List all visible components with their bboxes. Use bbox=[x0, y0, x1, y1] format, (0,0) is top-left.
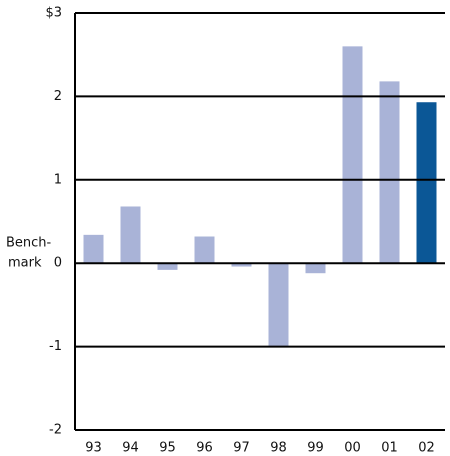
y-tick-label: -2 bbox=[49, 423, 62, 438]
x-tick-label: 94 bbox=[122, 441, 139, 456]
bar bbox=[268, 263, 289, 347]
x-tick-label: 98 bbox=[270, 441, 287, 456]
x-tick-label: 97 bbox=[233, 441, 250, 456]
bar bbox=[416, 102, 437, 264]
y-tick-label: 0 bbox=[54, 256, 62, 271]
x-tick-label: 00 bbox=[344, 441, 361, 456]
bar bbox=[120, 206, 141, 264]
y-tick-label: 1 bbox=[54, 172, 62, 187]
bar bbox=[231, 263, 252, 267]
y-tick-label: -1 bbox=[49, 339, 62, 354]
x-tick-label: 01 bbox=[381, 441, 398, 456]
x-tick-label: 02 bbox=[418, 441, 435, 456]
x-tick-label: 95 bbox=[159, 441, 176, 456]
annotation: Bench- bbox=[6, 236, 52, 251]
y-tick-label: $3 bbox=[45, 6, 62, 21]
x-tick-label: 99 bbox=[307, 441, 324, 456]
bar bbox=[342, 46, 363, 264]
y-tick-label: 2 bbox=[54, 89, 62, 104]
bar bbox=[379, 81, 400, 264]
bar bbox=[194, 236, 215, 264]
bar bbox=[305, 263, 326, 274]
bar bbox=[83, 234, 104, 264]
x-tick-label: 93 bbox=[85, 441, 102, 456]
annotation: mark bbox=[8, 256, 42, 271]
bar bbox=[157, 263, 178, 270]
x-tick-label: 96 bbox=[196, 441, 213, 456]
